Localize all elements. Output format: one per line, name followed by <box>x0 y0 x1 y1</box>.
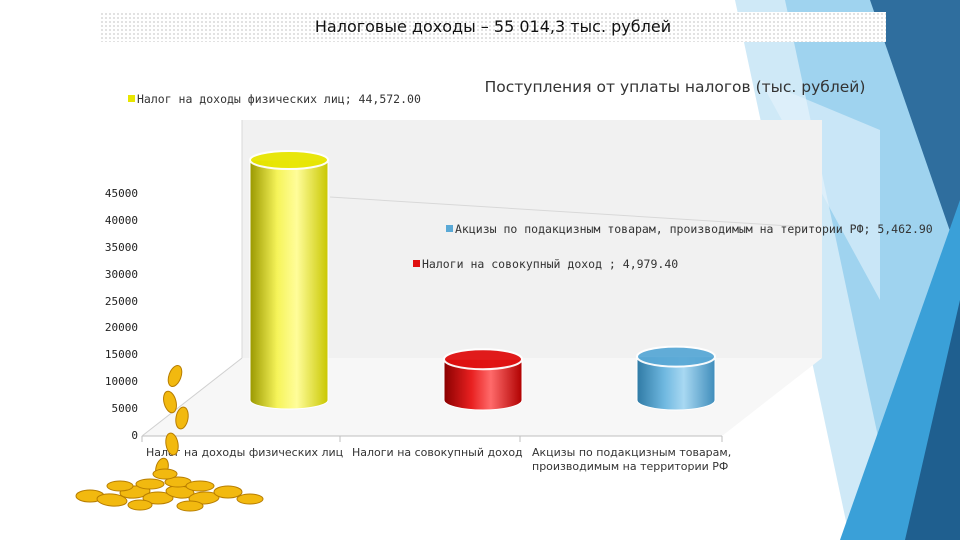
coin-17 <box>152 468 178 480</box>
coin-13 <box>106 480 134 492</box>
y-tick-label: 40000 <box>104 213 138 227</box>
coin-14 <box>135 478 165 490</box>
bar-1 <box>443 358 523 411</box>
coin-19 <box>176 500 204 512</box>
y-tick-label: 25000 <box>104 294 138 308</box>
chart-back-wall <box>242 120 822 358</box>
coin-3 <box>165 432 179 456</box>
y-tick-label: 10000 <box>104 375 138 389</box>
y-tick-label: 0 <box>131 429 138 442</box>
bar-top-2 <box>636 345 716 368</box>
bar-0 <box>249 159 329 410</box>
x-category-0: Налог на доходы физических лиц <box>146 446 344 459</box>
title-band <box>100 12 886 42</box>
coin-1 <box>163 390 177 414</box>
chart-guide-line <box>329 196 823 229</box>
coin-11 <box>213 485 243 499</box>
bar-top-0 <box>249 150 329 170</box>
slide-title: Налоговые доходы – 55 014,3 тыс. рублей <box>314 17 672 36</box>
chart-floor-edge <box>141 357 243 437</box>
y-tick-label: 30000 <box>104 267 138 281</box>
bar-top-1 <box>443 348 523 371</box>
coin-12 <box>236 493 264 505</box>
coin-18 <box>127 499 153 511</box>
x-category-1: Налоги на совокупный доход <box>352 446 523 459</box>
coin-0 <box>167 364 183 388</box>
y-tick-label: 45000 <box>104 187 138 200</box>
y-tick-label: 35000 <box>104 240 138 254</box>
y-tick-label: 5000 <box>111 402 139 416</box>
y-tick-label: 15000 <box>104 348 138 362</box>
data-label-0: Налог на доходы физических лиц; 44,572.0… <box>128 92 421 106</box>
coin-8 <box>142 491 174 505</box>
data-label-1: Налоги на совокупный доход ; 4,979.40 <box>413 257 678 271</box>
coin-6 <box>96 493 128 507</box>
chart-title: Поступления от уплаты налогов (тыс. рубл… <box>484 78 866 96</box>
x-category-2-line2: производимым на территории РФ <box>532 460 729 473</box>
data-label-2: Акцизы по подакцизным товарам, производи… <box>446 222 933 236</box>
coin-2 <box>175 406 189 430</box>
x-category-2-line1: Акцизы по подакцизным товарам, <box>532 446 732 459</box>
coin-10 <box>188 491 220 505</box>
coin-16 <box>185 480 215 492</box>
bar-2 <box>636 356 716 411</box>
y-tick-label: 20000 <box>104 321 138 335</box>
